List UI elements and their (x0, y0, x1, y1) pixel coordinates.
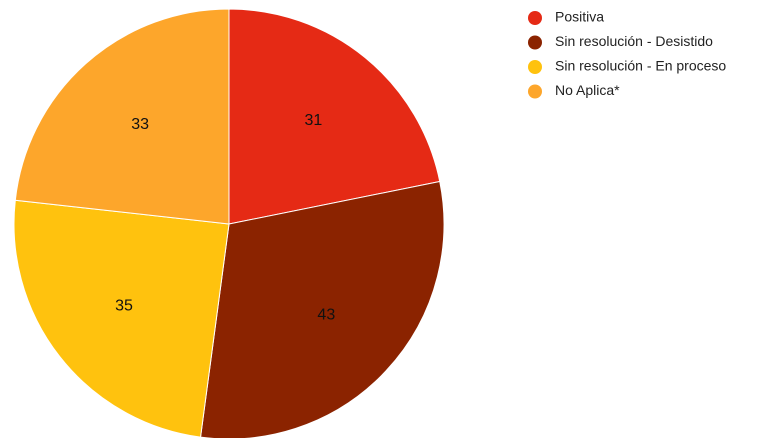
pie-slice-positiva[interactable] (228, 8, 441, 225)
pie-data-labels: 31 43 35 33 (115, 112, 335, 323)
legend-item-no-aplica[interactable]: No Aplica* (528, 82, 620, 99)
legend-label: Positiva (555, 9, 604, 25)
legend-item-sin-resolucion-desistido[interactable]: Sin resolución - Desistido (528, 33, 713, 50)
slice-label-positiva: 31 (305, 112, 323, 129)
legend-marker (528, 60, 542, 74)
pie-slices (13, 8, 445, 438)
legend-marker (528, 35, 542, 50)
legend-marker (528, 11, 542, 25)
legend-label: Sin resolución - Desistido (555, 33, 713, 49)
pie-slice-sin-resolucion-en-proceso[interactable] (13, 199, 230, 438)
slice-label-no-aplica: 33 (131, 116, 149, 133)
legend: Positiva Sin resolución - Desistido Sin re… (528, 9, 726, 99)
slice-label-sin-resolucion-desistido: 43 (317, 306, 335, 323)
pie-slice-no-aplica[interactable] (14, 8, 230, 225)
legend-label: Sin resolución - En proceso (555, 58, 726, 74)
legend-item-sin-resolucion-en-proceso[interactable]: Sin resolución - En proceso (528, 58, 726, 74)
legend-marker (528, 84, 542, 99)
slice-label-sin-resolucion-en-proceso: 35 (115, 297, 133, 314)
legend-item-positiva[interactable]: Positiva (528, 9, 604, 25)
legend-label: No Aplica* (555, 82, 620, 98)
